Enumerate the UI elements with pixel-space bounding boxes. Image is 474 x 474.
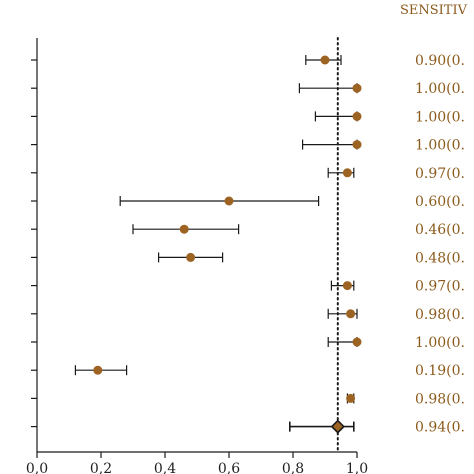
point-estimate bbox=[224, 196, 234, 206]
point-estimate bbox=[346, 309, 356, 319]
study-row bbox=[346, 393, 356, 404]
study-rows bbox=[74, 55, 362, 404]
point-estimate bbox=[352, 83, 362, 93]
x-tick-label: 0,2 bbox=[90, 461, 112, 474]
point-estimate bbox=[93, 365, 103, 375]
x-tick-label: 0,8 bbox=[282, 461, 304, 474]
pooled-ci-label: 0.94(0. bbox=[415, 420, 465, 436]
pooled-diamond bbox=[330, 419, 345, 434]
ci-label: 1.00(0. bbox=[415, 138, 465, 154]
point-estimate bbox=[352, 140, 362, 150]
ci-label: 1.00(0. bbox=[415, 335, 465, 351]
ci-label: 0.19(0. bbox=[415, 363, 465, 379]
ci-label: 0.98(0. bbox=[415, 391, 465, 407]
x-tick-label: 1,0 bbox=[346, 461, 368, 474]
point-estimate bbox=[179, 224, 189, 234]
study-row bbox=[330, 280, 355, 291]
x-tick-label: 0,4 bbox=[154, 461, 176, 474]
ci-label: 0.98(0. bbox=[415, 307, 465, 323]
study-row bbox=[74, 365, 128, 376]
study-row bbox=[132, 224, 240, 235]
x-tick-label: 0,0 bbox=[26, 461, 48, 474]
ci-label: 1.00(0. bbox=[415, 109, 465, 125]
ci-label: 0.97(0. bbox=[415, 166, 465, 182]
study-row bbox=[158, 252, 224, 263]
study-row bbox=[302, 139, 362, 150]
point-estimate bbox=[352, 337, 362, 347]
axes: 0,0 0,2 0,4 0,6 0,8 1,0 bbox=[26, 38, 368, 474]
ci-labels: 0.90(0. 1.00(0. 1.00(0. 1.00(0. 0.97(0. 0.60(… bbox=[415, 53, 465, 436]
x-tick-label: 0,6 bbox=[218, 461, 240, 474]
point-estimate bbox=[342, 168, 352, 178]
point-estimate bbox=[352, 111, 362, 121]
study-row bbox=[298, 83, 362, 94]
point-estimate bbox=[346, 393, 356, 403]
ci-label: 0.90(0. bbox=[415, 53, 465, 69]
pooled-estimate bbox=[288, 419, 355, 434]
study-row bbox=[327, 167, 355, 178]
study-row bbox=[327, 308, 358, 319]
study-row bbox=[327, 337, 362, 347]
ci-label: 0.46(0. bbox=[415, 222, 465, 238]
study-row bbox=[314, 111, 362, 122]
point-estimate bbox=[342, 281, 352, 291]
ci-label: 0.48(0. bbox=[415, 250, 465, 266]
point-estimate bbox=[320, 55, 330, 65]
ci-label: 0.97(0. bbox=[415, 279, 465, 295]
study-row bbox=[119, 196, 320, 206]
column-header: SENSITIV bbox=[400, 3, 468, 18]
ci-label: 0.60(0. bbox=[415, 194, 465, 210]
study-row bbox=[305, 55, 342, 65]
ci-label: 1.00(0. bbox=[415, 81, 465, 97]
point-estimate bbox=[186, 252, 196, 262]
